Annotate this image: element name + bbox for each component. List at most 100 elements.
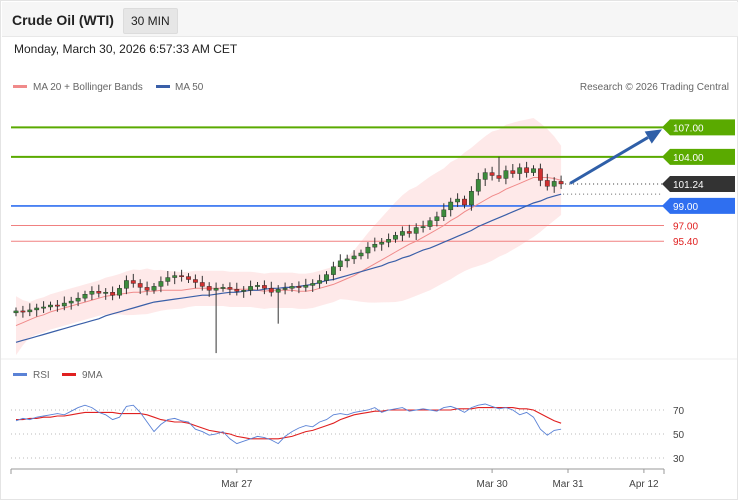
moving-averages	[15, 177, 562, 343]
candle	[20, 305, 26, 318]
candle	[434, 211, 440, 227]
candle-body	[13, 310, 19, 314]
candle	[123, 275, 129, 295]
candle	[462, 195, 467, 209]
candle	[213, 282, 219, 354]
candle	[503, 165, 509, 185]
ma50-legend-label: MA 50	[175, 82, 204, 93]
candle	[75, 292, 81, 307]
candle-body	[420, 226, 426, 228]
candle-body	[61, 302, 67, 307]
rsi-grid: 70 50 30	[11, 406, 685, 465]
candle-body	[103, 292, 109, 294]
ma50-line	[15, 193, 562, 343]
projection-arrow-shaft	[569, 136, 649, 185]
timeframe-badge[interactable]: 30 MIN	[123, 8, 178, 34]
candle-body	[206, 286, 212, 291]
rsi-legend-swatch	[13, 373, 27, 376]
candle-body	[400, 231, 405, 236]
ma50-legend-swatch	[156, 85, 170, 88]
candle-body	[482, 172, 488, 180]
level-tag-107.00	[662, 119, 735, 136]
candle	[27, 303, 33, 317]
candle	[448, 197, 454, 217]
level-tag-99.00	[662, 197, 735, 214]
title-bar: Crude Oil (WTI) 30 MIN	[2, 2, 738, 37]
rsi-ma-legend-label: 9MA	[82, 370, 103, 381]
candle	[144, 281, 150, 296]
rsi-tick-30: 30	[673, 454, 685, 465]
chart-datetime: Monday, March 30, 2026 6:57:33 AM CET	[14, 42, 238, 56]
candle-body	[303, 285, 309, 288]
candle-body	[469, 191, 474, 206]
candle	[158, 276, 164, 293]
candle	[172, 271, 178, 285]
candle-body	[324, 274, 329, 281]
candle-body	[372, 243, 378, 248]
candle-body	[130, 280, 136, 284]
candle	[275, 285, 281, 324]
candle-body	[137, 283, 143, 288]
candle-body	[441, 209, 447, 217]
last-price-label: 101.24	[673, 180, 704, 191]
candle	[344, 254, 350, 268]
candle-body	[531, 168, 536, 173]
candle	[268, 281, 274, 297]
candle	[420, 220, 426, 233]
candle	[413, 223, 419, 240]
candle-body	[448, 201, 454, 211]
candle	[544, 173, 550, 191]
candle	[48, 301, 53, 311]
instrument-title: Crude Oil (WTI)	[12, 12, 114, 28]
candle-body	[172, 275, 178, 278]
candle	[303, 278, 309, 292]
price-levels	[11, 126, 664, 242]
candles	[13, 156, 564, 354]
candle	[206, 282, 212, 297]
x-tick-label: Mar 27	[221, 479, 253, 490]
candle	[117, 284, 122, 299]
candle-body	[413, 227, 419, 234]
candle	[82, 290, 88, 302]
candle	[427, 217, 433, 230]
candle-body	[434, 216, 440, 221]
candle-body	[538, 168, 543, 181]
candle-body	[234, 289, 240, 292]
candle	[248, 280, 253, 296]
candle	[551, 177, 557, 193]
ma20-legend-swatch	[13, 85, 27, 88]
candle	[455, 193, 460, 208]
candle	[296, 281, 302, 294]
candle	[34, 303, 40, 317]
candle-body	[544, 180, 550, 187]
candle-body	[344, 258, 350, 262]
candle	[517, 163, 523, 181]
candle-body	[27, 309, 33, 313]
candle-body	[82, 294, 88, 299]
candle	[186, 273, 191, 283]
candle	[96, 284, 102, 298]
candle-body	[165, 277, 171, 282]
candle	[199, 275, 205, 291]
candle	[137, 279, 143, 294]
x-axis-ticks: Mar 27 Mar 30 Mar 31 Apr 12	[10, 469, 665, 490]
candle	[262, 280, 267, 295]
candle	[372, 237, 378, 252]
candle	[324, 271, 329, 284]
candle-body	[179, 275, 184, 277]
candle-body	[489, 172, 495, 176]
candle-body	[503, 170, 509, 179]
candle-body	[123, 280, 129, 289]
candle	[351, 250, 357, 264]
level-label-99.00: 99.00	[673, 202, 698, 213]
candle-body	[310, 283, 316, 286]
candle-body	[358, 252, 364, 257]
candle	[234, 282, 240, 296]
candle	[310, 279, 316, 292]
candle	[130, 273, 136, 288]
rsi-tick-70: 70	[673, 406, 685, 417]
candle-body	[517, 167, 523, 174]
candle-body	[475, 179, 481, 192]
candle	[41, 301, 47, 313]
